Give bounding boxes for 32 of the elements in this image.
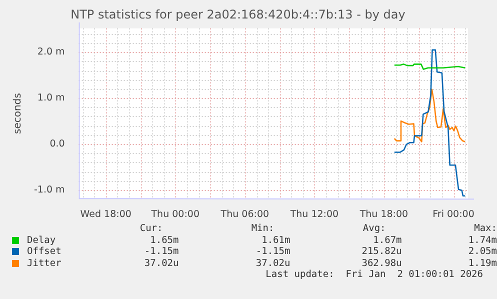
y-tick-label: -1.0 m [34, 184, 65, 196]
x-tick-label: Thu 12:00 [289, 208, 339, 220]
y-tick-label: 1.0 m [37, 92, 65, 104]
x-tick-label: Thu 18:00 [358, 208, 408, 220]
text: 2.05m [467, 246, 497, 258]
text: Last update: Fri Jan 2 01:00:01 2026 [266, 269, 483, 280]
text: 1.19m [467, 258, 497, 270]
text: Cur: [138, 223, 164, 235]
legend-label: Jitter [27, 258, 62, 270]
text: 1.74m [467, 234, 497, 246]
y-tick-label: 2.0 m [37, 46, 65, 58]
text: Min: [250, 223, 276, 235]
x-tick-label: Thu 06:00 [220, 208, 270, 220]
text: 362.98u [360, 258, 402, 270]
text: 1.61m [260, 234, 290, 246]
text: 215.82u [360, 246, 402, 258]
x-tick-label: Fri 00:00 [432, 208, 474, 220]
legend-label: Delay [27, 234, 56, 246]
text: -1.15m [254, 246, 290, 258]
x-tick-label: Wed 18:00 [80, 208, 132, 220]
chart-title: NTP statistics for peer 2a02:168:420b:4::7b:13 - by day [70, 7, 406, 22]
text: 37.02u [254, 258, 290, 270]
y-tick-label: 0.0 [50, 138, 65, 150]
text: -1.15m [143, 246, 179, 258]
text: 1.67m [372, 234, 402, 246]
legend-label: Offset [27, 246, 62, 258]
text: Max: [473, 223, 497, 235]
text: 1.65m [149, 234, 179, 246]
text: 37.02u [143, 258, 179, 270]
x-tick-label: Thu 00:00 [150, 208, 200, 220]
text: Avg: [362, 223, 387, 235]
y-axis-title: seconds [12, 93, 24, 134]
